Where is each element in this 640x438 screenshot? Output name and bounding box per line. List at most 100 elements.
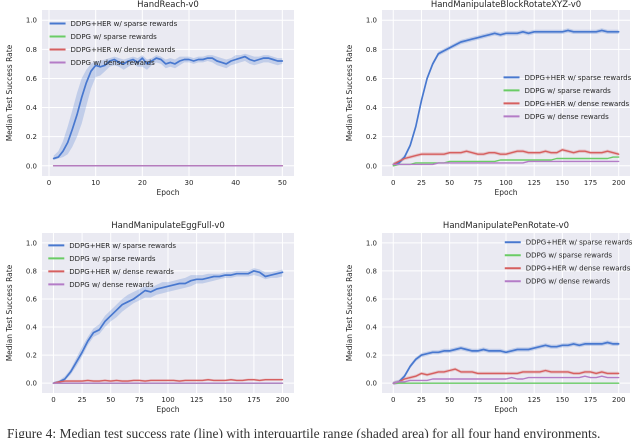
x-tick-label: 200: [276, 396, 289, 404]
chart-handmanipulatepenrotate-v0: 0 25 50 75 100 125 150 175 200 0.0 0.2 0.4 0.6 0.8 1.0…: [345, 221, 633, 414]
chart-title: HandReach-v0: [137, 0, 199, 10]
series-line: [392, 29, 620, 166]
x-tick-label: 50: [106, 396, 115, 404]
x-tick-label: 150: [219, 396, 232, 404]
y-tick-label: 0.2: [26, 352, 37, 360]
subplot-handreach-v0: 0 10 20 30 40 50 0.0 0.2 0.4 0.6 0.8 1.0 HandReach-v…: [0, 0, 320, 207]
legend-label: DDPG w/ sparse rewards: [69, 255, 156, 263]
x-tick-label: 25: [417, 396, 426, 404]
legend-label: DDPG w/ sparse rewards: [71, 33, 158, 41]
x-tick-label: 50: [445, 396, 454, 404]
y-tick-label: 1.0: [366, 239, 377, 247]
legend-label: DDPG+HER w/ dense rewards: [71, 46, 176, 54]
x-tick-label: 0: [391, 179, 395, 187]
x-axis-label: Epoch: [157, 405, 180, 414]
x-tick-label: 25: [78, 396, 87, 404]
legend-label: DDPG w/ dense rewards: [525, 113, 610, 121]
subplot-handmanipulatepenrotate-v0: 0 25 50 75 100 125 150 175 200 0.0 0.2 0.4 0.6 0.8 1.0…: [320, 207, 640, 414]
y-tick-label: 0.4: [366, 324, 378, 332]
iqr-band: [53, 268, 283, 384]
x-axis-label: Epoch: [157, 188, 180, 197]
subplot-handmanipulateblockrotatexyz-v0: 0 25 50 75 100 125 150 175 200 0.0 0.2 0.4 0.6 0.8 1.0…: [320, 0, 640, 207]
subplot-grid: 0 10 20 30 40 50 0.0 0.2 0.4 0.6 0.8 1.0 HandReach-v…: [0, 0, 640, 414]
y-tick-label: 0.4: [366, 104, 378, 112]
x-tick-label: 175: [584, 179, 597, 187]
series-line: [392, 375, 620, 384]
x-tick-label: 100: [499, 396, 512, 404]
x-tick-label: 10: [91, 179, 100, 187]
x-tick-label: 175: [584, 396, 597, 404]
x-tick-label: 125: [527, 179, 540, 187]
chart-handreach-v0: 0 10 20 30 40 50 0.0 0.2 0.4 0.6 0.8 1.0 HandReach-v…: [5, 0, 294, 197]
x-tick-label: 20: [138, 179, 147, 187]
y-tick-label: 0.8: [366, 46, 377, 54]
series-line: [392, 149, 620, 166]
chart-title: HandManipulateBlockRotateXYZ-v0: [431, 0, 581, 10]
chart-title: HandManipulatePenRotate-v0: [443, 221, 569, 231]
x-tick-label: 75: [135, 396, 144, 404]
x-tick-label: 200: [612, 179, 625, 187]
figure-caption: Figure 4: Median test success rate (line…: [7, 426, 601, 438]
x-tick-label: 75: [473, 179, 482, 187]
y-axis-label: Median Test Success Rate: [345, 44, 354, 141]
chart-legend: DDPG+HER w/ sparse rewards DDPG w/ sparse…: [49, 20, 178, 67]
series-line: [392, 160, 620, 166]
series-line: [392, 341, 620, 385]
legend-label: DDPG+HER w/ sparse rewards: [526, 239, 633, 247]
y-axis-label: Median Test Success Rate: [345, 264, 354, 361]
x-tick-label: 125: [527, 396, 540, 404]
y-tick-label: 0.4: [26, 104, 38, 112]
x-axis-label: Epoch: [495, 405, 518, 414]
chart-handmanipulateeggfull-v0: 0 25 50 75 100 125 150 175 200 0.0 0.2 0.4 0.6 0.8 1.0…: [5, 221, 294, 414]
series-line: [52, 378, 284, 384]
x-tick-label: 200: [612, 396, 625, 404]
x-tick-label: 150: [556, 396, 569, 404]
x-tick-label: 150: [556, 179, 569, 187]
x-tick-label: 0: [47, 179, 51, 187]
subplot-handmanipulateeggfull-v0: 0 25 50 75 100 125 150 175 200 0.0 0.2 0.4 0.6 0.8 1.0…: [0, 207, 320, 414]
chart-legend: DDPG+HER w/ sparse rewards DDPG w/ sparse…: [503, 74, 632, 121]
y-tick-label: 0.8: [366, 267, 377, 275]
legend-label: DDPG w/ dense rewards: [526, 278, 611, 286]
x-tick-label: 100: [499, 179, 512, 187]
y-tick-label: 0.2: [366, 352, 377, 360]
plot-area: [42, 10, 294, 176]
y-tick-label: 0.0: [26, 162, 37, 170]
y-tick-label: 0.6: [26, 295, 38, 303]
legend-label: DDPG+HER w/ dense rewards: [526, 265, 631, 273]
series-line: [392, 368, 620, 384]
y-axis-label: Median Test Success Rate: [5, 44, 14, 141]
legend-label: DDPG+HER w/ sparse rewards: [525, 74, 632, 82]
y-tick-label: 0.6: [366, 295, 378, 303]
y-tick-label: 0.6: [26, 75, 38, 83]
y-tick-label: 0.8: [26, 46, 37, 54]
x-tick-label: 100: [161, 396, 174, 404]
legend-label: DDPG+HER w/ sparse rewards: [71, 20, 178, 28]
y-tick-label: 0.2: [26, 133, 37, 141]
y-tick-label: 0.8: [26, 267, 37, 275]
chart-legend: DDPG+HER w/ sparse rewards DDPG w/ sparse…: [504, 239, 633, 286]
legend-label: DDPG w/ dense rewards: [71, 59, 156, 67]
y-tick-label: 1.0: [366, 17, 377, 25]
y-tick-label: 0.0: [366, 380, 377, 388]
chart-handmanipulateblockrotatexyz-v0: 0 25 50 75 100 125 150 175 200 0.0 0.2 0.4 0.6 0.8 1.0…: [345, 0, 632, 197]
y-tick-label: 0.4: [26, 324, 38, 332]
y-tick-label: 1.0: [26, 17, 37, 25]
x-tick-label: 25: [417, 179, 426, 187]
chart-legend: DDPG+HER w/ sparse rewards DDPG w/ sparse…: [48, 242, 176, 289]
legend-label: DDPG w/ sparse rewards: [525, 87, 612, 95]
y-tick-label: 0.2: [366, 133, 377, 141]
y-tick-label: 0.0: [366, 162, 377, 170]
chart-title: HandManipulateEggFull-v0: [111, 221, 225, 231]
y-tick-label: 1.0: [26, 239, 37, 247]
series-line: [52, 55, 284, 160]
series-line: [52, 270, 284, 385]
legend-label: DDPG w/ dense rewards: [69, 281, 154, 289]
y-tick-label: 0.0: [26, 380, 37, 388]
x-tick-label: 0: [51, 396, 55, 404]
legend-label: DDPG w/ sparse rewards: [526, 252, 613, 260]
x-tick-label: 175: [247, 396, 260, 404]
series-line: [392, 156, 620, 167]
x-tick-label: 75: [473, 396, 482, 404]
